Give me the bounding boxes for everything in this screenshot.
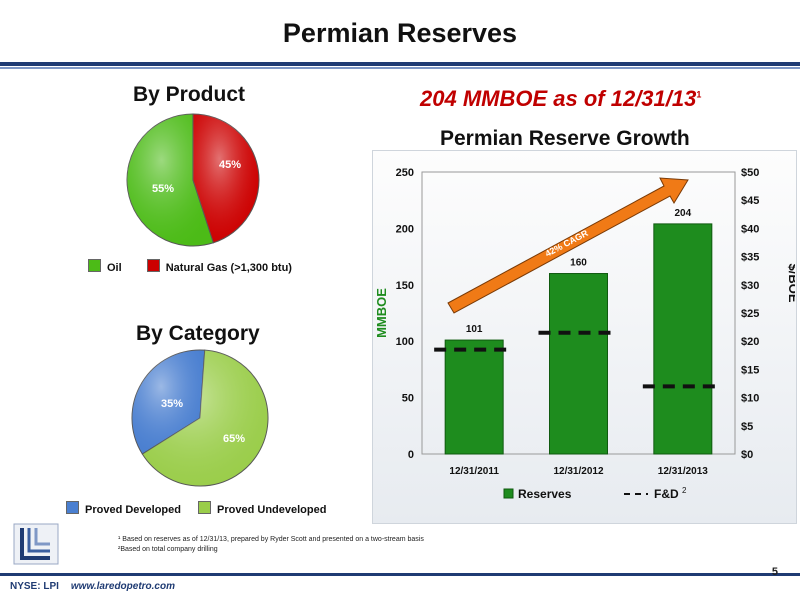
- footer-rule: [0, 573, 800, 576]
- laredo-logo: [13, 523, 59, 565]
- by-category-title: By Category: [136, 322, 260, 345]
- by-product-slice-shine-1: [193, 114, 260, 243]
- proved-undeveloped-legend-label: Proved Undeveloped: [217, 504, 327, 516]
- by-category-slice-shine-1: [142, 350, 268, 486]
- natural-gas-legend-swatch: [146, 259, 160, 272]
- by-product-slice-shine-0: [127, 114, 214, 246]
- bar-chart-legend: Reserves F&D 2: [503, 486, 687, 501]
- y2-tick-label: $0: [741, 449, 753, 461]
- by-product-pie-chart: 55% 45%: [126, 113, 260, 247]
- oil-legend-label: Oil: [107, 262, 122, 274]
- fd-legend-footnote-mark: 2: [682, 486, 687, 495]
- oil-legend-swatch: [88, 259, 101, 272]
- reserves-bar: [549, 273, 608, 455]
- y-tick-label: 50: [402, 393, 414, 405]
- reserves-bar: [444, 339, 504, 455]
- page-number: 5: [771, 566, 778, 578]
- by-product-slice-label-0: 55%: [152, 183, 174, 195]
- y2-tick-label: $40: [741, 223, 759, 235]
- y-tick-label: 200: [396, 223, 414, 235]
- y2-tick-label: $20: [741, 336, 759, 348]
- y-tick-label: 0: [408, 449, 414, 461]
- cagr-arrow-shape: [447, 177, 689, 314]
- footer: NYSE: LPI www.laredopetro.com: [10, 581, 175, 592]
- x-tick-label: 12/31/2012: [553, 466, 603, 477]
- reserves-bar-value-label: 204: [674, 208, 691, 219]
- proved-developed-legend-label: Proved Developed: [85, 504, 181, 516]
- x-tick-label: 12/31/2013: [658, 466, 708, 477]
- reserve-growth-chart-title: Permian Reserve Growth: [440, 127, 690, 150]
- y2-tick-label: $5: [741, 421, 753, 433]
- y-tick-label: 100: [396, 336, 414, 348]
- by-category-legend: Proved Developed Proved Undeveloped: [66, 501, 326, 516]
- reserves-legend-label: Reserves: [518, 487, 572, 501]
- y2-tick-label: $25: [741, 308, 759, 320]
- y2-tick-label: $30: [741, 280, 759, 292]
- by-category-slice-label-1: 65%: [223, 433, 245, 445]
- y2-tick-label: $15: [741, 364, 759, 376]
- proved-undeveloped-legend-swatch: [198, 501, 212, 514]
- header-rule: [0, 62, 800, 66]
- reserves-headline: 204 MMBOE as of 12/31/131: [420, 86, 701, 112]
- y2-tick-label: $10: [741, 393, 759, 405]
- reserves-headline-text: 204 MMBOE as of 12/31/13: [420, 86, 697, 111]
- y2-tick-label: $45: [741, 195, 759, 207]
- footnote-2: ²Based on total company drilling: [118, 546, 218, 553]
- footnotes: ¹ Based on reserves as of 12/31/13, prep…: [118, 535, 424, 555]
- by-category-slice-label-0: 35%: [161, 398, 183, 410]
- y-tick-label: 150: [396, 280, 414, 292]
- by-category-slice-shine-0: [132, 350, 205, 455]
- y2-axis-label: $/BOE: [786, 263, 795, 302]
- proved-developed-legend-swatch: [66, 501, 79, 514]
- cagr-arrow: [447, 177, 689, 314]
- fd-legend-label: F&D: [654, 487, 679, 501]
- footer-ticker: NYSE: LPI: [10, 581, 59, 592]
- by-category-pie-chart: 35% 65%: [131, 349, 269, 487]
- y2-tick-label: $35: [741, 252, 759, 264]
- footer-website: www.laredopetro.com: [70, 581, 175, 592]
- reserves-bar: [653, 223, 713, 455]
- natural-gas-legend-label: Natural Gas (>1,300 btu): [165, 262, 292, 274]
- footnote-1: ¹ Based on reserves as of 12/31/13, prep…: [118, 536, 424, 543]
- reserves-bar-value-label: 101: [466, 324, 483, 335]
- y-axis-label: MMBOE: [374, 288, 389, 338]
- reserves-headline-footnote-mark: 1: [696, 89, 702, 100]
- reserves-legend-swatch: [503, 488, 514, 499]
- reserves-bar-value-label: 160: [570, 258, 587, 269]
- y-tick-label: 250: [396, 167, 414, 179]
- y2-tick-label: $50: [741, 167, 759, 179]
- reserve-growth-bar-chart: 0 50 100 150 200 250 $0 $5 $10 $15 $20 $25 $30 $35 $40…: [374, 167, 795, 501]
- by-product-title: By Product: [133, 83, 246, 106]
- header-rule-secondary: [0, 67, 800, 69]
- by-product-legend: Oil Natural Gas (>1,300 btu): [88, 259, 292, 274]
- x-tick-label: 12/31/2011: [449, 466, 499, 477]
- page-title: Permian Reserves: [282, 18, 518, 48]
- by-product-slice-label-1: 45%: [219, 159, 241, 171]
